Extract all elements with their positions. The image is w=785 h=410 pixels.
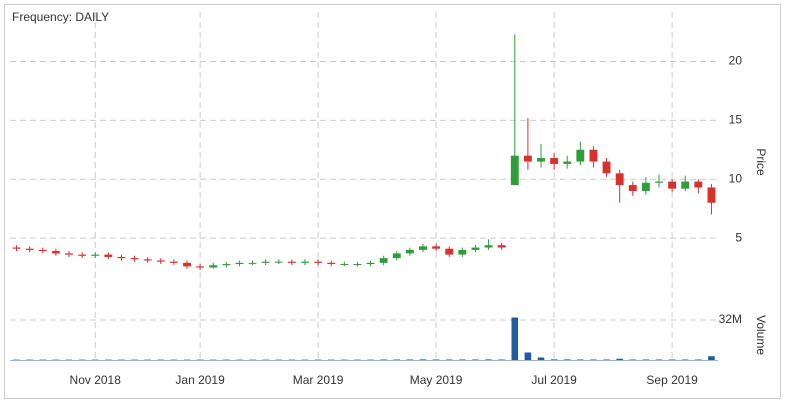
candle-body — [642, 183, 650, 191]
candle-body — [655, 182, 663, 183]
candle-body — [485, 245, 493, 247]
volume-bar — [603, 360, 610, 361]
price-axis-label: Price — [754, 148, 768, 176]
candle-body — [222, 264, 230, 265]
volume-bar — [656, 360, 663, 361]
volume-axis-label: Volume — [754, 315, 768, 355]
candle-body — [288, 262, 296, 263]
candle-body — [708, 187, 716, 202]
x-tick-label: Sep 2019 — [646, 373, 698, 387]
x-tick-label: Jul 2019 — [531, 373, 577, 387]
candle-body — [170, 262, 178, 263]
y-tick-label: 20 — [729, 54, 743, 68]
candle-body — [354, 264, 362, 265]
candle-body — [118, 257, 126, 258]
candle-body — [576, 150, 584, 162]
candle-body — [472, 248, 480, 250]
volume-bar — [577, 360, 584, 361]
candle-body — [144, 259, 152, 260]
candle-body — [380, 258, 388, 263]
y-tick-label: 15 — [729, 113, 743, 127]
candle-body — [157, 260, 165, 261]
candle-body — [550, 158, 558, 164]
candle-body — [340, 264, 348, 265]
volume-bar — [551, 359, 558, 360]
volume-bar — [459, 360, 466, 361]
volume-tick-label: 32M — [719, 312, 742, 326]
candle-body — [563, 162, 571, 164]
volume-bar — [669, 360, 676, 361]
volume-bar — [643, 360, 650, 361]
candle-body — [616, 173, 624, 185]
candle-body — [301, 262, 309, 263]
volume-bar — [538, 358, 545, 361]
candle-body — [668, 182, 676, 189]
volume-bar — [708, 356, 715, 360]
volume-bar — [525, 353, 532, 361]
y-tick-label: 10 — [729, 171, 743, 185]
candle-body — [524, 156, 532, 162]
volume-bar — [590, 360, 597, 361]
candle-body — [26, 249, 34, 250]
candle-body — [131, 258, 139, 259]
candle-body — [603, 162, 611, 174]
x-tick-label: May 2019 — [410, 373, 463, 387]
candle-body — [393, 253, 401, 258]
candle-body — [52, 251, 60, 253]
volume-bar — [498, 360, 505, 361]
x-tick-label: Mar 2019 — [293, 373, 344, 387]
candle-body — [39, 250, 47, 251]
candle-body — [432, 246, 440, 248]
volume-bar — [380, 360, 387, 361]
candle-body — [537, 158, 545, 162]
candle-body — [458, 250, 466, 255]
candle-body — [236, 263, 244, 264]
candle-body — [406, 250, 414, 254]
volume-bar — [472, 360, 479, 361]
candle-body — [445, 249, 453, 255]
candle-body — [419, 246, 427, 250]
candle-body — [209, 265, 217, 267]
volume-bar — [695, 360, 702, 361]
candle-body — [196, 266, 204, 267]
candle-body — [275, 262, 283, 263]
volume-bar — [394, 360, 401, 361]
candle-body — [91, 255, 99, 256]
chart-title: Frequency: DAILY — [12, 10, 109, 24]
volume-bar — [616, 359, 623, 360]
volume-bar — [433, 360, 440, 361]
candle-body — [681, 182, 689, 189]
volume-bar — [446, 360, 453, 361]
x-tick-label: Jan 2019 — [175, 373, 225, 387]
candle-body — [629, 185, 637, 191]
volume-bar — [682, 360, 689, 361]
x-tick-label: Nov 2018 — [70, 373, 122, 387]
volume-bar — [407, 360, 414, 361]
candle-body — [13, 248, 21, 249]
volume-bar — [630, 360, 637, 361]
candle-body — [511, 156, 519, 185]
candle-body — [590, 150, 598, 162]
candle-body — [249, 263, 257, 264]
frame — [5, 5, 781, 399]
candle-body — [104, 255, 112, 257]
volume-bar — [485, 359, 492, 360]
candle-body — [183, 263, 191, 267]
y-tick-label: 5 — [735, 230, 742, 244]
volume-bar — [512, 318, 519, 361]
volume-bar — [420, 359, 427, 360]
candle-body — [498, 245, 506, 247]
candle-body — [694, 182, 702, 188]
candle-body — [262, 262, 270, 263]
volume-bar — [564, 359, 571, 360]
candle-body — [78, 255, 86, 256]
candle-body — [327, 263, 335, 264]
candle-body — [314, 262, 322, 263]
candle-body — [65, 253, 73, 254]
candle-body — [367, 263, 375, 264]
